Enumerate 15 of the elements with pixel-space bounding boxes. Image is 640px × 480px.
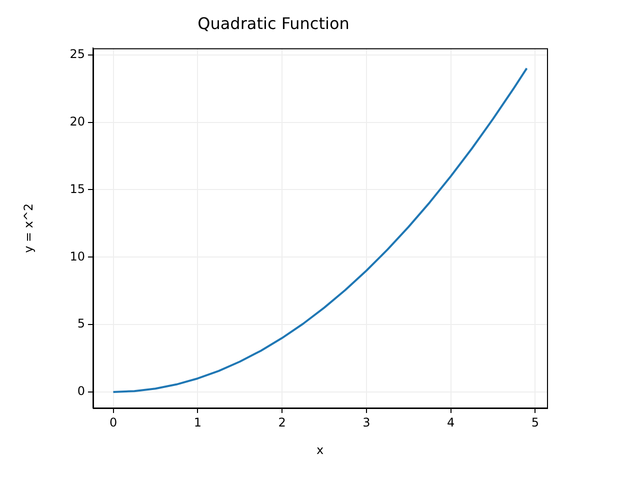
x-tick-label: 4 [446, 415, 455, 430]
x-axis-title: x [316, 442, 324, 457]
x-tick-label: 5 [531, 415, 540, 430]
chart-title: Quadratic Function [198, 14, 350, 33]
y-tick-label: 25 [70, 47, 85, 62]
y-axis-title: y = x^2 [21, 203, 36, 253]
y-tick-label: 15 [70, 182, 85, 196]
y-tick-label: 5 [77, 316, 85, 331]
y-tick-label: 0 [77, 384, 85, 398]
x-tick-label: 0 [109, 415, 118, 430]
y-tick-label: 10 [70, 249, 85, 264]
y-tick-label: 20 [70, 114, 85, 128]
x-tick-label: 3 [362, 415, 370, 430]
x-tick-label: 1 [194, 415, 202, 430]
x-tick-label: 2 [278, 415, 286, 430]
